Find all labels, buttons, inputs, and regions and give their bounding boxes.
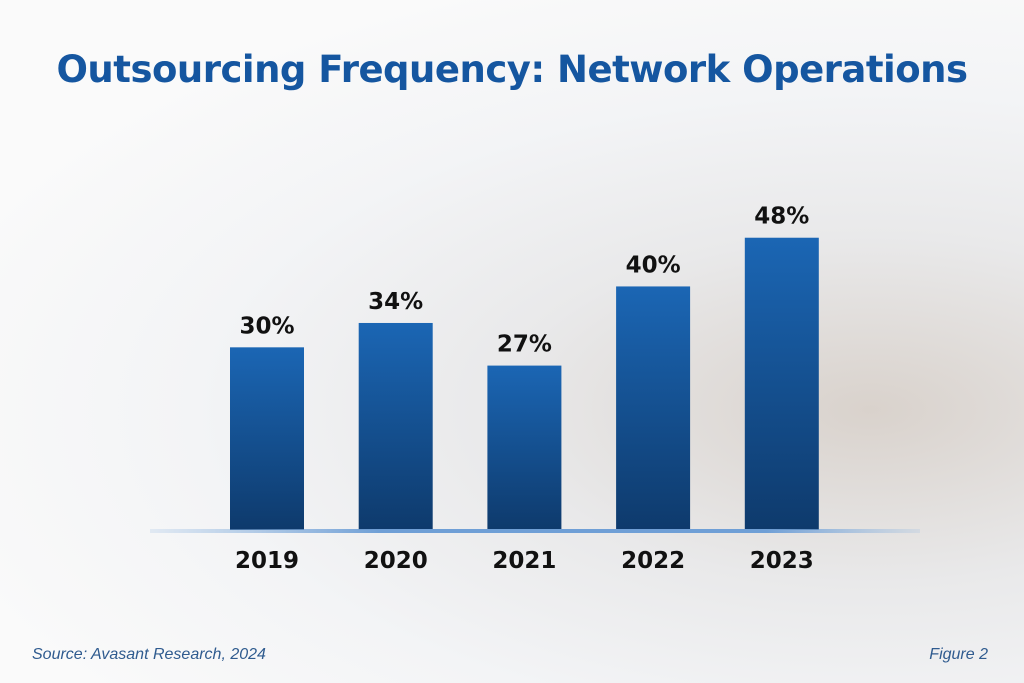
bar-2019 <box>230 347 304 530</box>
chart-title: Outsourcing Frequency: Network Operation… <box>56 48 968 91</box>
bar-2020 <box>358 322 433 530</box>
figure-label: Figure 2 <box>929 646 988 663</box>
x-axis-line <box>150 529 920 533</box>
bar-2023 <box>744 237 819 530</box>
source-note: Source: Avasant Research, 2024 <box>32 646 266 663</box>
data-label: 40% <box>626 252 681 278</box>
x-tick-label: 2021 <box>492 548 556 574</box>
x-tick-label: 2022 <box>621 548 685 574</box>
bar-2021 <box>487 365 562 530</box>
x-tick-label: 2020 <box>364 548 428 574</box>
data-label: 48% <box>754 204 809 230</box>
x-tick-label: 2019 <box>235 548 299 574</box>
x-tick-label: 2023 <box>750 548 814 574</box>
data-label: 34% <box>368 289 423 315</box>
data-label: 30% <box>239 313 294 339</box>
bar-2022 <box>616 286 691 530</box>
data-label: 27% <box>497 332 552 358</box>
